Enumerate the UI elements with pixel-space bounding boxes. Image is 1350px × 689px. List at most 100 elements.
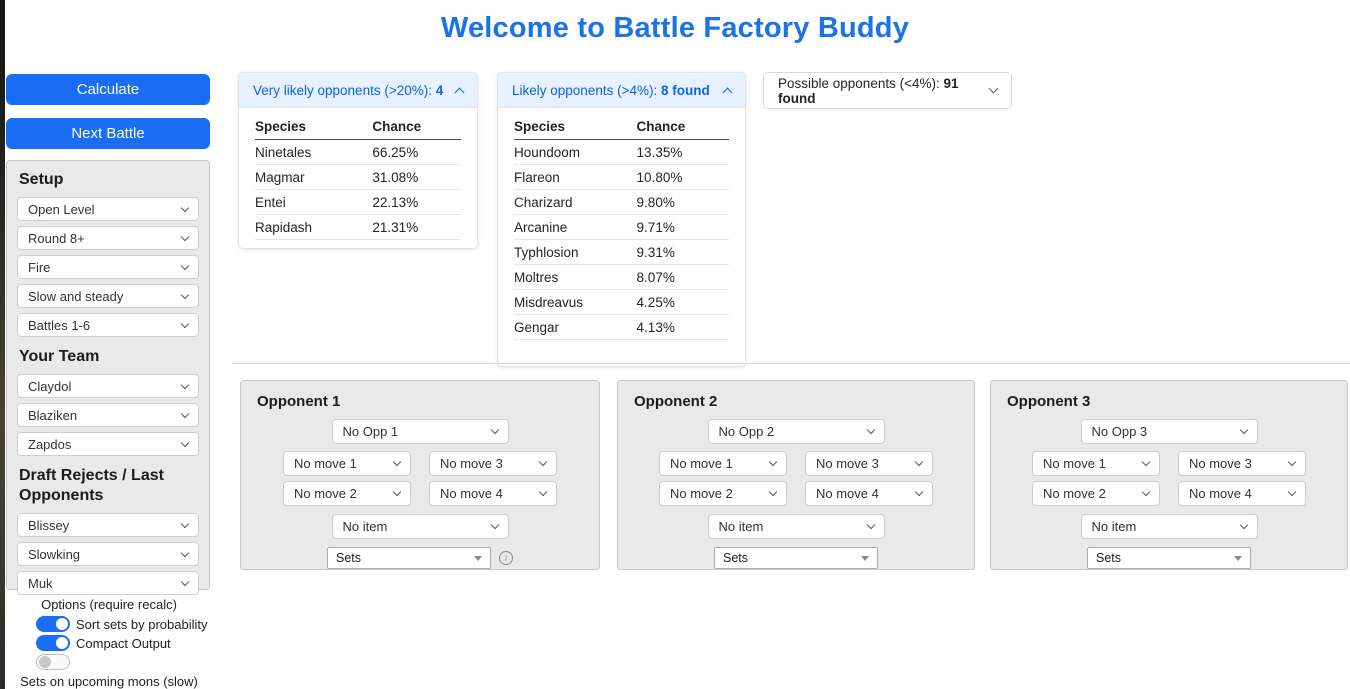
next-battle-button[interactable]: Next Battle: [6, 118, 210, 149]
results-row: Very likely opponents (>20%): 4 Species …: [238, 72, 1012, 367]
toggle-knob: [39, 656, 51, 668]
dropdown-arrow-icon: [1234, 555, 1242, 561]
select-value: No move 3: [816, 456, 879, 471]
toggle-upcoming-sets[interactable]: [36, 654, 70, 670]
chevron-down-icon: [538, 487, 548, 497]
opponent-3-panel: Opponent 3 No Opp 3 No move 1 No move 3 …: [990, 380, 1348, 570]
very-likely-accordion-header[interactable]: Very likely opponents (>20%): 4: [239, 73, 477, 108]
reject-select-1[interactable]: Blissey: [17, 513, 199, 537]
chevron-down-icon: [538, 457, 548, 467]
species-cell: Misdreavus: [514, 289, 637, 315]
select-value: No Opp 1: [342, 424, 399, 439]
opponent-1-move-1-select[interactable]: No move 1: [283, 451, 411, 476]
reject-select-2[interactable]: Slowking: [17, 542, 199, 566]
species-cell: Arcanine: [514, 214, 637, 240]
opponent-1-move-3-select[interactable]: No move 3: [429, 451, 557, 476]
opponent-2-move-1-select[interactable]: No move 1: [659, 451, 787, 476]
table-row: Magmar 31.08%: [255, 164, 461, 190]
chance-cell: 21.31%: [372, 214, 461, 240]
team-select-2[interactable]: Blaziken: [17, 403, 199, 427]
toggle-compact-output[interactable]: [36, 635, 70, 651]
select-value: No move 1: [294, 456, 357, 471]
chevron-down-icon: [768, 487, 778, 497]
column-header-species: Species: [514, 114, 637, 140]
table-row: Gengar 4.13%: [514, 314, 729, 340]
chevron-down-icon: [180, 548, 190, 557]
chevron-down-icon: [1287, 487, 1297, 497]
opponent-3-sets-select[interactable]: Sets: [1087, 547, 1251, 569]
chance-cell: 66.25%: [372, 139, 461, 165]
select-value: No item: [342, 519, 388, 534]
table-row: Typhlosion 9.31%: [514, 239, 729, 265]
opponent-1-move-4-select[interactable]: No move 4: [429, 481, 557, 506]
chevron-down-icon: [1239, 520, 1248, 530]
opponent-1-move-2-select[interactable]: No move 2: [283, 481, 411, 506]
setup-select-level[interactable]: Open Level: [17, 197, 199, 221]
opponent-3-move-2-select[interactable]: No move 2: [1032, 481, 1160, 506]
species-cell: Moltres: [514, 264, 637, 290]
team-select-3[interactable]: Zapdos: [17, 432, 199, 456]
column-header-chance: Chance: [636, 114, 729, 140]
opponent-2-move-2-select[interactable]: No move 2: [659, 481, 787, 506]
select-value: Open Level: [28, 201, 95, 217]
reject-select-3[interactable]: Muk: [17, 571, 199, 595]
very-likely-panel: Very likely opponents (>20%): 4 Species …: [238, 72, 478, 249]
select-value: No move 2: [670, 486, 733, 501]
chevron-down-icon: [490, 520, 499, 530]
chevron-down-icon: [1141, 487, 1151, 497]
opponent-2-move-3-select[interactable]: No move 3: [805, 451, 933, 476]
setup-select-type[interactable]: Fire: [17, 255, 199, 279]
option-row-upcoming-sets: [36, 654, 218, 670]
opponent-1-sets-select[interactable]: Sets: [327, 547, 491, 569]
chevron-down-icon: [180, 203, 190, 212]
very-likely-table-body: Species Chance Ninetales 66.25% Magmar 31.…: [239, 108, 477, 248]
likely-accordion-header[interactable]: Likely opponents (>4%): 8 found: [498, 73, 745, 108]
accordion-header-text: Very likely opponents (>20%): 4: [253, 82, 444, 98]
select-value: Sets: [723, 551, 749, 565]
option-label: Sort sets by probability: [76, 616, 208, 632]
chevron-down-icon: [866, 425, 875, 435]
select-value: No move 4: [440, 486, 503, 501]
opponent-3-move-3-select[interactable]: No move 3: [1178, 451, 1306, 476]
select-value: Slow and steady: [28, 288, 124, 304]
opponent-2-move-4-select[interactable]: No move 4: [805, 481, 933, 506]
opponent-2-panel: Opponent 2 No Opp 2 No move 1 No move 3 …: [617, 380, 975, 570]
setup-select-style[interactable]: Slow and steady: [17, 284, 199, 308]
chance-cell: 13.35%: [636, 139, 729, 165]
setup-select-battles[interactable]: Battles 1-6: [17, 313, 199, 337]
select-value: Fire: [28, 259, 51, 275]
opponent-1-item-select[interactable]: No item: [331, 514, 509, 539]
chevron-down-icon: [914, 457, 924, 467]
select-value: Zapdos: [28, 436, 72, 452]
species-cell: Charizard: [514, 189, 637, 215]
team-select-1[interactable]: Claydol: [17, 374, 199, 398]
calculate-button[interactable]: Calculate: [6, 74, 210, 105]
opponent-2-sets-select[interactable]: Sets: [714, 547, 878, 569]
chevron-down-icon: [768, 457, 778, 467]
info-icon[interactable]: i: [499, 551, 513, 565]
table-row: Rapidash 21.31%: [255, 214, 461, 240]
opponent-2-species-select[interactable]: No Opp 2: [707, 419, 885, 444]
chance-cell: 10.80%: [636, 164, 729, 190]
opponent-1-title: Opponent 1: [257, 393, 341, 410]
your-team-heading: Your Team: [19, 348, 100, 365]
option-row-sort-sets: Sort sets by probability: [36, 616, 218, 632]
select-value: Slowking: [28, 546, 81, 562]
select-value: No item: [1091, 519, 1137, 534]
sidebar-settings-panel: Setup Open Level Round 8+ Fire Slow and …: [6, 160, 210, 595]
opponent-3-move-4-select[interactable]: No move 4: [1178, 481, 1306, 506]
opponent-3-species-select[interactable]: No Opp 3: [1080, 419, 1258, 444]
species-cell: Magmar: [255, 164, 373, 190]
accordion-header-text: Possible opponents (<4%): 91 found: [778, 75, 959, 106]
opponent-3-move-1-select[interactable]: No move 1: [1032, 451, 1160, 476]
toggle-sort-sets[interactable]: [36, 616, 70, 632]
chance-cell: 9.71%: [636, 214, 729, 240]
select-value: No move 3: [440, 456, 503, 471]
opponent-1-species-select[interactable]: No Opp 1: [331, 419, 509, 444]
opponent-3-item-select[interactable]: No item: [1080, 514, 1258, 539]
possible-accordion-header[interactable]: Possible opponents (<4%): 91 found: [764, 73, 1011, 108]
setup-select-round[interactable]: Round 8+: [17, 226, 199, 250]
opponent-2-item-select[interactable]: No item: [707, 514, 885, 539]
chance-cell: 9.31%: [636, 239, 729, 265]
section-divider: [232, 363, 1350, 364]
